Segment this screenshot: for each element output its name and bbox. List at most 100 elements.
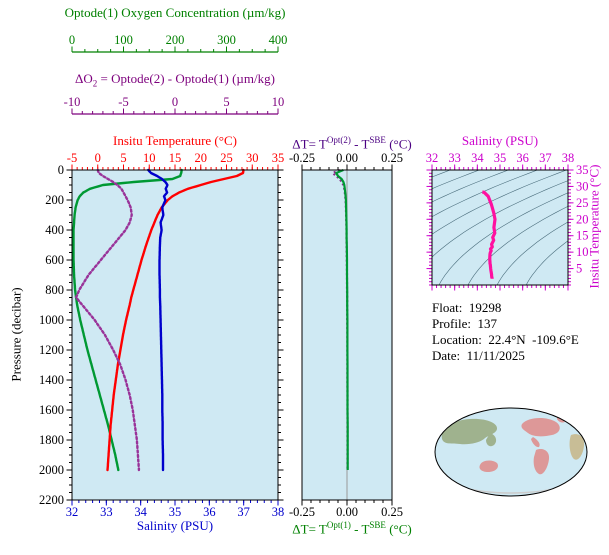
delta-t-top-sup: Opt(2) (326, 135, 351, 145)
tick-label: 20 (195, 151, 208, 165)
tick-label: 38 (272, 505, 285, 519)
insitu_temperature-line (106, 168, 245, 472)
ts-plot-frame (431, 169, 569, 286)
tick-label: 32 (66, 505, 79, 519)
delta-t-bottom-title: ΔT= TOpt(1) - TSBE (°C) (277, 518, 427, 536)
delta_o2-line (74, 168, 141, 472)
delta-t-top-sup: SBE (369, 135, 386, 145)
tick-label: 600 (45, 253, 64, 267)
delta-t-bottom-sup: SBE (369, 520, 386, 530)
ts-temperature-axis-title: Insitu Temperature (°C) (586, 164, 602, 289)
tick-label: 35 (169, 505, 182, 519)
tick-label: 10 (272, 95, 285, 109)
tick-label: 36 (203, 505, 216, 519)
world-map (434, 407, 588, 497)
tick-label: 33 (100, 505, 113, 519)
tick-label: 25 (220, 151, 233, 165)
delta-t-bottom-part: - T (350, 521, 370, 537)
tick-label: 5 (576, 262, 582, 276)
tick-label: 5 (223, 95, 229, 109)
delta-t-bottom-part: ΔT= T (292, 521, 327, 537)
delta-t-top-part: ΔT= T (292, 136, 327, 152)
tick-label: 300 (217, 33, 236, 47)
pressure-axis-title: Pressure (decibar) (8, 287, 24, 382)
tick-label: 15 (169, 151, 182, 165)
delta-t-bottom-sup: Opt(1) (326, 520, 351, 530)
tick-label: 20 (576, 212, 589, 226)
delta-o2-axis-title: ΔO2 = Optode(2) - Optode(1) (µm/kg) (40, 71, 310, 92)
tick-label: 1800 (39, 433, 64, 447)
density-contours (432, 170, 568, 285)
tick-label: -10 (64, 95, 81, 109)
tick-label: 0 (95, 151, 101, 165)
tick-label: 35 (494, 151, 507, 165)
tick-label: 32 (426, 151, 439, 165)
tick-label: 10 (143, 151, 156, 165)
continent-shape (521, 418, 560, 437)
delta-t-top-title: ΔT= TOpt(2) - TSBE (°C) (277, 133, 427, 151)
tick-label: 800 (45, 283, 64, 297)
map-outline (434, 407, 588, 497)
tick-label: 0.25 (381, 151, 403, 165)
info-float: Float: 19298 (432, 300, 502, 315)
tick-label: -5 (118, 95, 128, 109)
tick-label: 25 (576, 196, 589, 210)
ts-salinity-axis-title: Salinity (PSU) (461, 133, 539, 148)
tick-label: 10 (576, 245, 589, 259)
tick-label: 0.00 (336, 151, 358, 165)
tick-label: 37 (539, 151, 552, 165)
tick-label: 38 (562, 151, 575, 165)
salinity-axis-title: Salinity (PSU) (136, 518, 214, 533)
tick-label: 36 (516, 151, 529, 165)
tick-label: 30 (246, 151, 259, 165)
tick-label: 5 (120, 151, 126, 165)
tick-label: 400 (269, 33, 288, 47)
tick-label: 1600 (39, 403, 64, 417)
tick-label: 2000 (39, 463, 64, 477)
continent-shape (486, 433, 497, 447)
tick-label: 200 (45, 193, 64, 207)
ts-curve (482, 190, 497, 280)
tick-label: 34 (134, 505, 147, 519)
tick-label: 2200 (39, 493, 64, 507)
tick-label: 33 (448, 151, 461, 165)
continent-shape (441, 418, 498, 445)
tick-label: 30 (576, 179, 589, 193)
tick-label: 200 (166, 33, 185, 47)
main-plot-frame (71, 169, 279, 501)
oxygen_optode1-line (72, 168, 183, 472)
dt_opt1_minus_sbe-line (335, 168, 349, 470)
tick-label: -0.25 (289, 505, 315, 519)
delta-o2-title-part: = Optode(2) - Optode(1) (µm/kg) (97, 71, 275, 86)
tick-label: 1400 (39, 373, 64, 387)
oxygen-axis-title: Optode(1) Oxygen Concentration (µm/kg) (64, 5, 286, 20)
continent-shape (531, 437, 540, 448)
tick-label: 37 (237, 505, 250, 519)
tick-label: 1000 (39, 313, 64, 327)
main-plot-area (72, 170, 278, 500)
continent-shape (569, 434, 585, 460)
tick-label: 35 (576, 163, 589, 177)
tick-label: 0 (172, 95, 178, 109)
info-location: Location: 22.4°N -109.6°E (432, 332, 579, 347)
continent-shape (533, 449, 550, 475)
info-profile: Profile: 137 (432, 316, 497, 331)
delta-t-top-part: - T (350, 136, 370, 152)
info-date: Date: 11/11/2025 (432, 348, 525, 363)
tick-label: 34 (471, 151, 484, 165)
tick-label: 0 (58, 163, 64, 177)
temperature-axis-title: Insitu Temperature (°C) (113, 133, 237, 148)
tick-label: 0.25 (381, 505, 403, 519)
continent-shape (464, 487, 558, 494)
delta-o2-title-sub: 2 (92, 78, 98, 89)
tick-label: 100 (114, 33, 133, 47)
tick-label: 0.00 (336, 505, 358, 519)
delta-o2-title-part: ΔO (75, 71, 93, 86)
delta-t-top-part: (°C) (385, 136, 412, 152)
salinity-line (146, 168, 169, 472)
tick-label: 0 (69, 33, 75, 47)
delta-t-bottom-part: (°C) (385, 521, 412, 537)
tick-label: -5 (67, 151, 77, 165)
